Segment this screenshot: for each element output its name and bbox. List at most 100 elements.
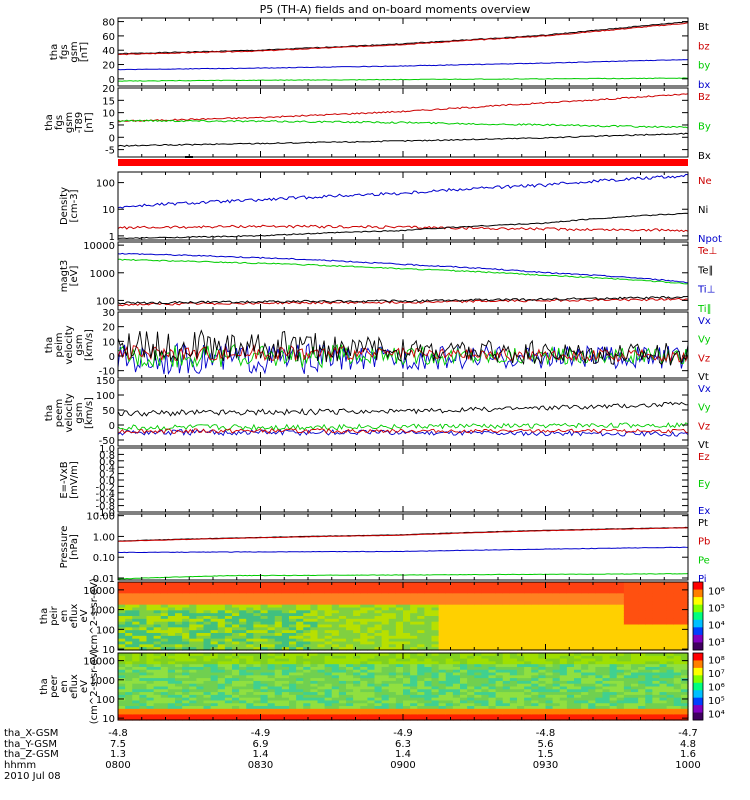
heatmap-cell [474,664,482,668]
heatmap-cell [559,683,568,688]
heatmap-cell [588,627,596,631]
heatmap-cell [652,714,661,718]
heatmap-cell [410,593,418,597]
heatmap-cell [424,680,433,685]
heatmap-cell [125,596,133,600]
heatmap-cell [659,678,668,682]
heatmap-cell [253,618,262,623]
heatmap-cell [281,658,290,662]
heatmap-cell [203,683,212,688]
heatmap-cell [246,683,254,688]
legend-label: Pi [698,574,707,585]
colorbar-tick-label: 10⁶ [708,683,725,694]
heatmap-cell [217,618,226,623]
heatmap-cell [602,641,611,645]
heatmap-cell [602,653,611,657]
heatmap-cell [253,601,262,606]
heatmap-cell [224,694,233,699]
series-temp-2 [117,252,688,284]
heatmap-cell [502,717,511,721]
heatmap-cell [588,686,596,690]
heatmap-cell [224,714,233,718]
heatmap-cell [616,683,625,688]
heatmap-cell [531,669,539,674]
heatmap-cell [481,635,490,640]
legend-label: Pe [698,555,710,566]
heatmap-cell [460,613,468,617]
heatmap-cell [488,661,497,665]
heatmap-cell [160,630,169,634]
heatmap-cell [153,692,162,696]
heatmap-cell [160,661,169,665]
heatmap-cell [666,604,675,609]
heatmap-cell [403,706,411,710]
heatmap-cell [666,694,675,699]
heatmap-cell [125,680,133,685]
heatmap-cell [196,703,205,707]
heatmap-cell [296,669,304,674]
heatmap-cell [666,610,675,614]
heatmap-cell [509,624,518,628]
heatmap-cell [680,666,689,671]
heatmap-cell [445,584,454,589]
heatmap-cell [296,613,304,617]
heatmap-cell [374,658,383,662]
heatmap-cell [588,680,596,685]
heatmap-cell [602,618,611,623]
heatmap-cell [460,669,468,674]
heatmap-cell [324,714,333,718]
heatmap-cell [289,669,297,674]
heatmap-cell [381,669,390,674]
heatmap-cell [638,655,646,660]
heatmap-cell [595,630,604,634]
heatmap-cell [246,714,254,718]
heatmap-cell [467,590,475,594]
heatmap-cell [403,717,411,721]
heatmap-cell [210,686,219,690]
heatmap-cell [410,692,418,696]
heatmap-cell [360,717,368,721]
y-tick-label: 0.6 [99,457,115,468]
heatmap-cell [196,706,205,710]
heatmap-cell [474,711,482,716]
heatmap-cell [631,675,639,679]
heatmap-cell [502,587,511,592]
heatmap-cell [274,655,283,660]
heatmap-cell [167,593,176,597]
heatmap-cell [538,627,547,631]
heatmap-cell [616,703,625,707]
heatmap-cell [153,621,162,626]
heatmap-cell [645,680,653,685]
heatmap-cell [203,708,212,713]
heatmap-cell [538,700,547,704]
heatmap-cell [246,644,254,648]
heatmap-cell [631,616,639,620]
heatmap-cell [410,661,418,665]
heatmap-cell [452,697,461,702]
heatmap-cell [566,613,575,617]
heatmap-cell [474,613,482,617]
heatmap-cell [217,587,226,592]
heatmap-cell [531,666,539,671]
heatmap-cell [381,683,390,688]
heatmap-cell [289,599,297,603]
heatmap-cell [559,692,568,696]
heatmap-cell [623,644,632,648]
heatmap-cell [531,661,539,665]
heatmap-cell [566,633,575,637]
heatmap-cell [303,596,311,600]
heatmap-cell [246,686,254,690]
heatmap-cell [538,666,547,671]
heatmap-cell [203,644,212,648]
heatmap-cell [146,610,155,614]
heatmap-cell [217,689,226,693]
heatmap-cell [545,584,554,589]
y-tick-label: 0.0 [99,476,115,487]
heatmap-cell [260,647,269,651]
heatmap-cell [146,653,155,657]
heatmap-cell [281,599,290,603]
heatmap-cell [324,689,333,693]
heatmap-cell [153,613,162,617]
heatmap-cell [517,638,525,643]
heatmap-cell [160,641,169,645]
